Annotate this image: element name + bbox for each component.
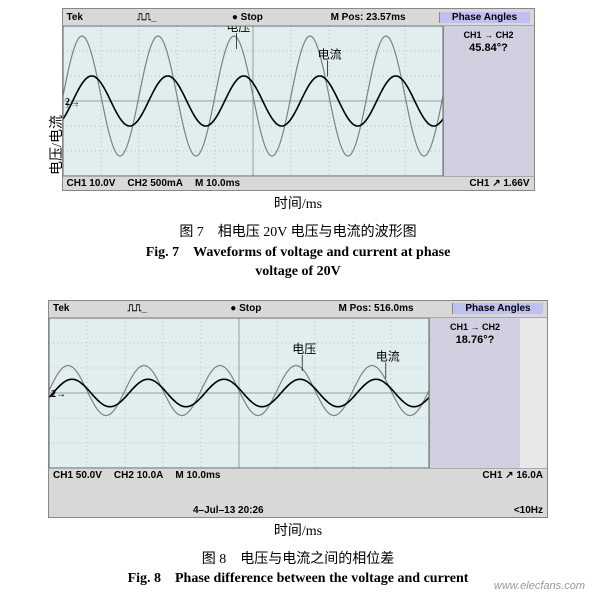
fig7-ch1: CH1 10.0V [67,178,116,189]
fig7-phase-ch: CH1 → CH2 [444,30,534,40]
fig8-phase-val: 18.76°? [430,334,520,346]
menu-title: Phase Angles [452,303,543,314]
fig7-caption: 图 7 相电压 20V 电压与电流的波形图 Fig. 7 Waveforms o… [48,223,548,282]
fig8-caption: 图 8 电压与电流之间的相位差 Fig. 8 Phase difference … [48,550,548,589]
page: 电压/电流 Tek ⎍⎍_ ● Stop M Pos: 23.57ms Phas… [8,8,595,600]
trigger-icon: ⎍⎍_ [83,303,192,314]
fig8-date: 4–Jul–13 20:26 [193,505,264,516]
fig8-scope-topbar: Tek ⎍⎍_ ● Stop M Pos: 516.0ms Phase Angl… [49,301,547,318]
fig8-scope: Tek ⎍⎍_ ● Stop M Pos: 516.0ms Phase Angl… [48,300,548,518]
fig7-trig: CH1 ↗ 1.66V [469,178,529,189]
fig8-timebase: M 10.0ms [175,470,220,481]
fig7-caption-en2: voltage of 20V [48,262,548,282]
svg-text:电压: 电压 [292,342,316,356]
fig8-plot-area: 1→2→电压电流 [49,318,429,468]
fig7-scope-bottom: CH1 10.0V CH2 500mA M 10.0ms CH1 ↗ 1.66V [63,176,534,190]
fig7-scope-topbar: Tek ⎍⎍_ ● Stop M Pos: 23.57ms Phase Angl… [63,9,534,26]
figure-8: 电压/电流 Tek ⎍⎍_ ● Stop M Pos: 516.0ms Phas… [48,300,548,589]
tek-logo: Tek [67,12,97,23]
fig7-timebase: M 10.0ms [195,178,240,189]
tek-logo: Tek [53,303,83,314]
fig7-scope: Tek ⎍⎍_ ● Stop M Pos: 23.57ms Phase Angl… [62,8,535,191]
stop-label: ● Stop [192,303,301,314]
figure-7: 电压/电流 Tek ⎍⎍_ ● Stop M Pos: 23.57ms Phas… [48,8,548,282]
fig8-side-panel: CH1 → CH2 18.76°? [429,318,520,468]
fig8-scope-bottom: CH1 50.0V CH2 10.0A M 10.0ms CH1 ↗ 16.0A… [49,468,547,517]
fig8-waveform-svg: 1→2→电压电流 [49,318,429,468]
watermark: www.elecfans.com [494,580,585,592]
trigger-icon: ⎍⎍_ [97,12,198,23]
svg-text:电流: 电流 [317,48,341,62]
fig8-caption-en1: Fig. 8 Phase difference between the volt… [48,569,548,589]
svg-text:电流: 电流 [376,349,400,363]
fig8-ch1: CH1 50.0V [53,470,102,481]
fig7-xaxis-label: 时间/ms [48,193,548,213]
mpos-label: M Pos: 516.0ms [300,303,452,314]
fig8-caption-cn: 图 8 电压与电流之间的相位差 [48,550,548,570]
fig8-ch2: CH2 10.0A [114,470,163,481]
fig7-scope-main: 1→2→电压电流 CH1 → CH2 45.84°? [63,26,534,176]
menu-title: Phase Angles [439,12,530,23]
stop-label: ● Stop [197,12,298,23]
fig8-xaxis-label: 时间/ms [48,520,548,540]
fig7-waveform-svg: 1→2→电压电流 [63,26,443,176]
mpos-label: M Pos: 23.57ms [298,12,439,23]
fig7-ch2: CH2 500mA [127,178,183,189]
fig8-freq: <10Hz [514,505,543,516]
svg-text:电压: 电压 [226,26,250,34]
fig7-plot-area: 1→2→电压电流 [63,26,443,176]
fig8-phase-ch: CH1 → CH2 [430,322,520,332]
fig8-trig: CH1 ↗ 16.0A [482,470,543,481]
fig7-caption-cn: 图 7 相电压 20V 电压与电流的波形图 [48,223,548,243]
fig8-scope-main: 1→2→电压电流 CH1 → CH2 18.76°? [49,318,547,468]
fig7-side-panel: CH1 → CH2 45.84°? [443,26,534,176]
fig7-phase-val: 45.84°? [444,42,534,54]
svg-text:2→: 2→ [51,389,66,400]
fig7-caption-en1: Fig. 7 Waveforms of voltage and current … [48,243,548,263]
